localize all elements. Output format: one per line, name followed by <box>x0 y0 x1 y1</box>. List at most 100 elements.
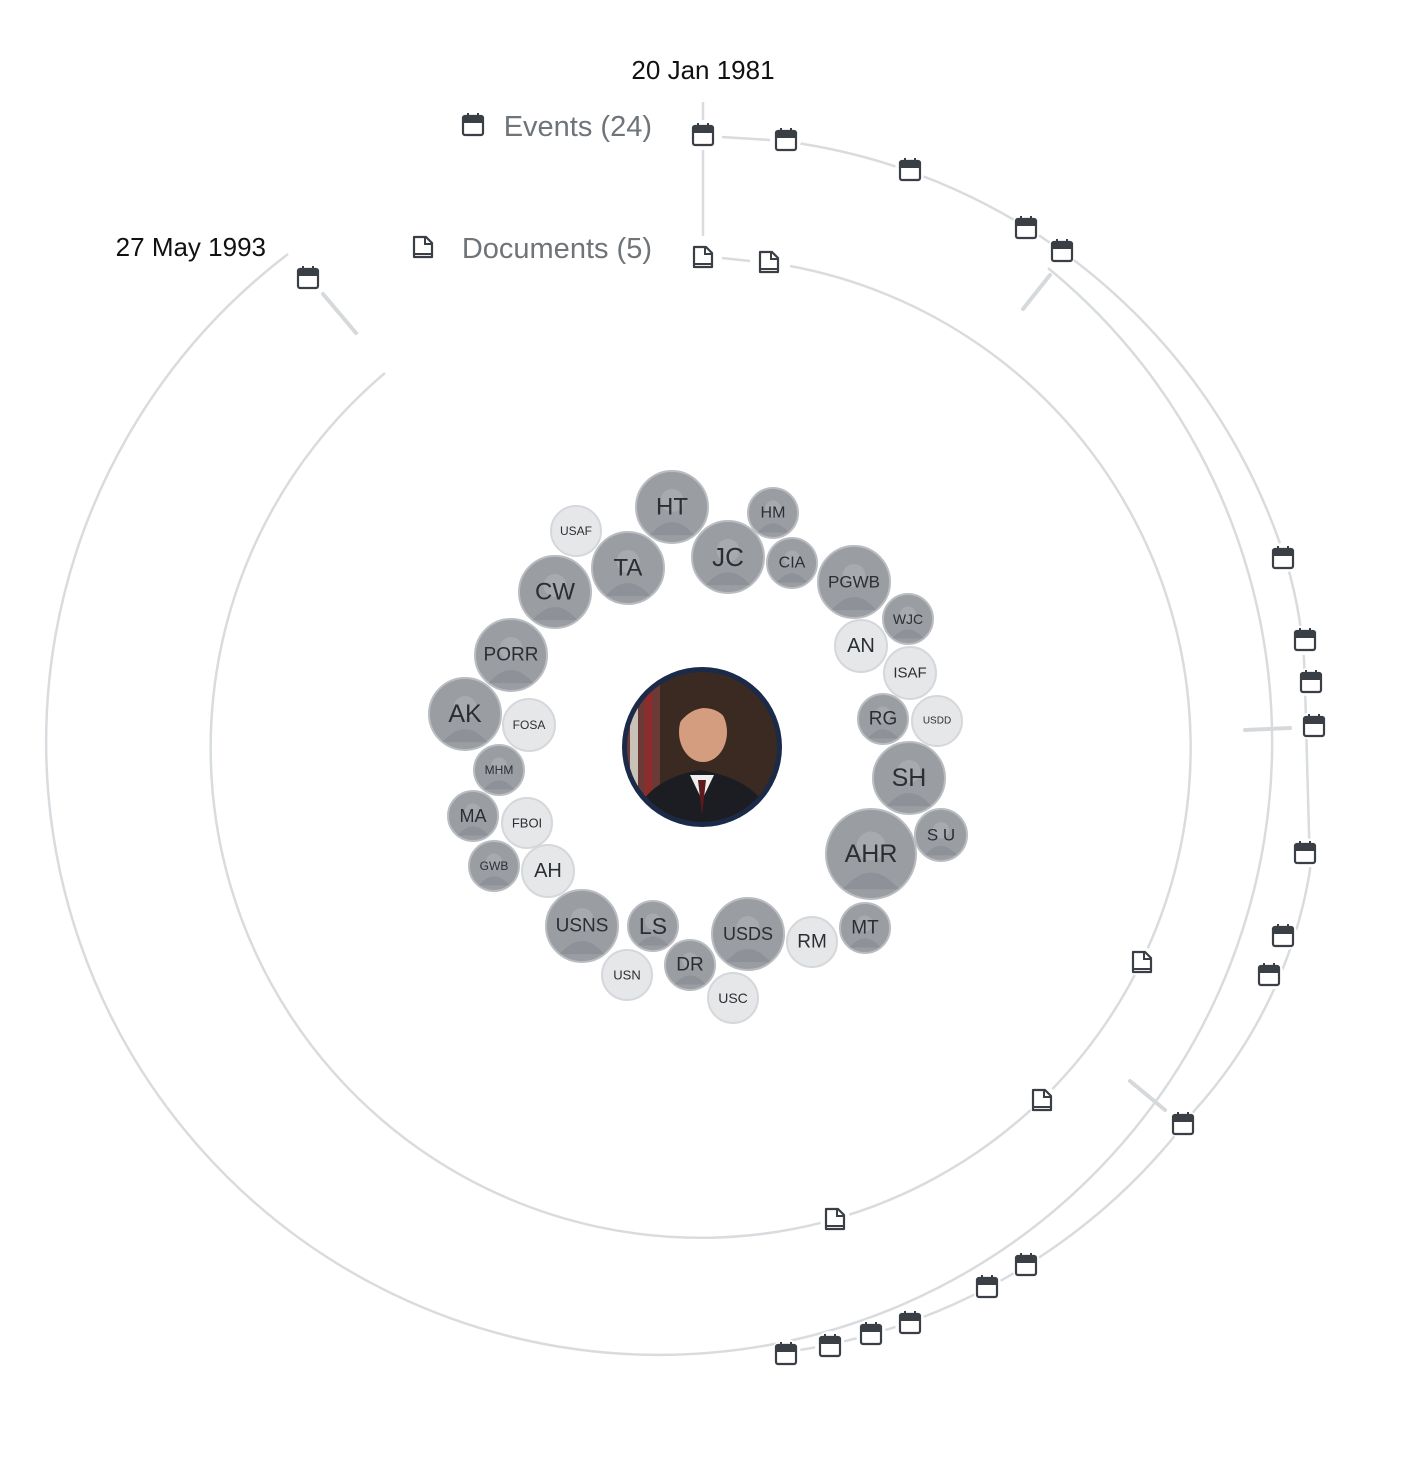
entity-label: RG <box>869 709 898 730</box>
entity-bubble[interactable]: GWB <box>468 840 520 892</box>
center-portrait[interactable] <box>622 667 782 830</box>
avatar-head <box>616 550 640 574</box>
entity-bubble[interactable]: FOSA <box>502 698 556 752</box>
outer-ring <box>44 253 1274 1357</box>
legend-events[interactable]: Events (24) <box>461 111 652 143</box>
entity-bubble[interactable]: PGWB <box>817 545 891 619</box>
event-marker[interactable] <box>1011 213 1041 243</box>
entity-bubble[interactable]: CW <box>518 555 592 629</box>
entity-bubble[interactable]: USDS <box>711 897 785 971</box>
entity-bubble[interactable]: USC <box>707 972 759 1024</box>
avatar-head <box>856 831 886 861</box>
entity-bubble[interactable]: HT <box>635 470 709 544</box>
calendar-icon <box>774 1340 798 1366</box>
entity-bubble[interactable]: JC <box>691 520 765 594</box>
entity-avatar <box>911 695 963 747</box>
avatar-head <box>453 696 477 720</box>
entity-bubble[interactable]: AH <box>521 844 575 898</box>
document-marker[interactable] <box>688 242 718 272</box>
entity-cloud: HT HM USAF JC TA CIA CW PGWB WJC AN PORR ISAF AK FOSA… <box>428 470 968 1024</box>
entity-label: ISAF <box>893 665 926 682</box>
entity-bubble[interactable]: FBOI <box>501 797 553 849</box>
event-marker[interactable] <box>1290 838 1320 868</box>
entity-bubble[interactable]: USAF <box>550 505 602 557</box>
avatar-head <box>716 539 740 563</box>
entity-bubble[interactable]: RM <box>786 916 838 968</box>
end-tick-outer <box>321 292 358 335</box>
entity-label: AH <box>534 860 562 882</box>
document-marker[interactable] <box>1127 947 1157 977</box>
documents-start-link <box>721 256 751 263</box>
event-marker[interactable] <box>1268 921 1298 951</box>
event-marker[interactable] <box>1290 625 1320 655</box>
avatar-silhouette <box>605 582 651 597</box>
entity-label: USC <box>718 990 748 1006</box>
entity-bubble[interactable]: USDD <box>911 695 963 747</box>
avatar-head <box>491 757 507 774</box>
event-marker[interactable] <box>1268 543 1298 573</box>
entity-bubble[interactable]: SH <box>872 741 946 815</box>
event-marker[interactable] <box>1168 1109 1198 1139</box>
entity-bubble[interactable]: USNS <box>545 889 619 963</box>
entity-label: AK <box>448 700 482 728</box>
entity-bubble[interactable]: AHR <box>825 808 917 900</box>
calendar-icon <box>1293 626 1317 652</box>
event-marker[interactable] <box>856 1319 886 1349</box>
entity-bubble[interactable]: RG <box>857 693 909 745</box>
entity-bubble[interactable]: WJC <box>882 593 934 645</box>
event-marker[interactable] <box>771 125 801 155</box>
event-marker[interactable] <box>1011 1250 1041 1280</box>
entity-bubble[interactable]: AK <box>428 677 502 751</box>
entity-bubble[interactable]: LS <box>627 900 679 952</box>
avatar-head <box>465 803 481 820</box>
event-marker[interactable] <box>895 155 925 185</box>
avatar-silhouette <box>705 571 751 586</box>
event-marker[interactable] <box>1254 960 1284 990</box>
entity-bubble[interactable]: HM <box>747 487 799 539</box>
avatar-silhouette <box>674 975 706 985</box>
event-marker[interactable] <box>293 263 323 293</box>
event-marker[interactable] <box>688 120 718 150</box>
event-marker[interactable] <box>972 1272 1002 1302</box>
document-icon <box>412 235 434 259</box>
entity-bubble[interactable]: CIA <box>766 537 818 589</box>
entity-bubble[interactable]: AN <box>834 619 888 673</box>
entity-bubble[interactable]: PORR <box>474 618 548 692</box>
entity-bubble[interactable]: TA <box>591 531 665 605</box>
entity-label: HM <box>761 505 786 522</box>
avatar-silhouette <box>892 629 924 639</box>
entity-label: LS <box>639 913 667 939</box>
legend-documents[interactable]: Documents (5) <box>412 233 652 265</box>
event-marker[interactable] <box>771 1339 801 1369</box>
entity-label: AN <box>847 635 875 657</box>
document-marker[interactable] <box>1027 1085 1057 1115</box>
entity-bubble[interactable]: MHM <box>473 744 525 796</box>
event-marker[interactable] <box>1296 667 1326 697</box>
event-marker[interactable] <box>1047 236 1077 266</box>
entity-label: USDD <box>923 716 951 727</box>
document-marker[interactable] <box>754 247 784 277</box>
calendar-icon <box>1014 214 1038 240</box>
entity-avatar <box>550 505 602 557</box>
event-marker[interactable] <box>895 1308 925 1338</box>
entity-bubble[interactable]: MA <box>447 790 499 842</box>
event-marker[interactable] <box>1299 711 1329 741</box>
entity-bubble[interactable]: DR <box>664 939 716 991</box>
avatar-silhouette <box>637 936 669 946</box>
document-marker[interactable] <box>820 1204 850 1234</box>
document-icon <box>692 245 714 269</box>
entity-label: USDS <box>723 924 773 944</box>
entity-label: MA <box>460 806 487 826</box>
year-tick-1 <box>1021 273 1052 311</box>
end-date-label: 27 May 1993 <box>116 232 266 262</box>
calendar-icon <box>296 264 320 290</box>
calendar-icon <box>818 1332 842 1358</box>
entity-bubble[interactable]: MT <box>839 902 891 954</box>
calendar-icon <box>774 126 798 152</box>
entity-bubble[interactable]: S U <box>914 808 968 862</box>
entity-bubble[interactable]: USN <box>601 949 653 1001</box>
event-marker[interactable] <box>815 1331 845 1361</box>
entity-bubble[interactable]: ISAF <box>883 646 937 700</box>
document-icon <box>1131 950 1153 974</box>
avatar-silhouette <box>488 669 534 684</box>
